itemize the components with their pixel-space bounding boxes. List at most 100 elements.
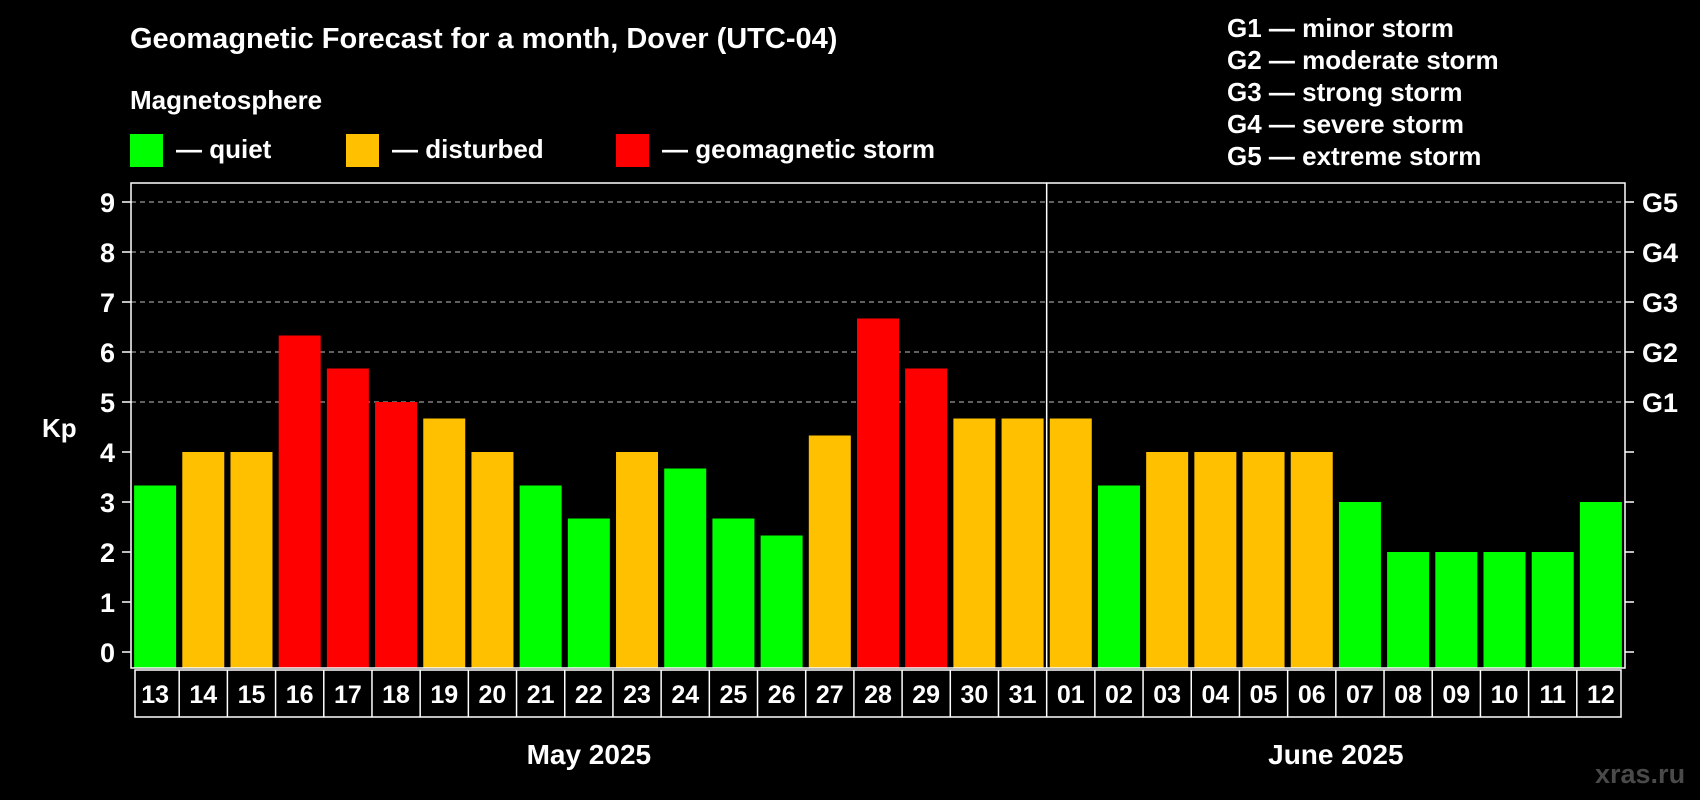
bar-03 <box>1146 452 1189 668</box>
watermark: xras.ru <box>1595 759 1685 789</box>
chart-title: Geomagnetic Forecast for a month, Dover … <box>130 23 837 55</box>
x-tick-label-25: 25 <box>720 681 748 709</box>
bar-01 <box>1049 418 1092 668</box>
x-tick-label-31: 31 <box>1009 681 1037 709</box>
x-tick-label-17: 17 <box>334 681 362 709</box>
y-tick-label-4: 4 <box>100 438 115 468</box>
legend-label-disturbed: — disturbed <box>392 134 544 164</box>
bar-11 <box>1531 552 1574 668</box>
bar-06 <box>1290 452 1333 668</box>
bar-18 <box>375 402 418 668</box>
bar-19 <box>423 418 466 668</box>
x-tick-label-28: 28 <box>864 681 892 709</box>
x-tick-label-09: 09 <box>1442 681 1470 709</box>
bar-23 <box>616 452 659 668</box>
x-tick-label-23: 23 <box>623 681 651 709</box>
x-tick-label-21: 21 <box>527 681 555 709</box>
month-label-june: June 2025 <box>1268 739 1403 770</box>
g-scale-axis: G1 G2 G3 G4 G5 <box>1642 188 1678 418</box>
y-tick-label-8: 8 <box>100 238 115 268</box>
g-axis-label-g1: G1 <box>1642 388 1678 418</box>
x-tick-label-02: 02 <box>1105 681 1133 709</box>
x-tick-label-24: 24 <box>671 681 699 709</box>
bar-08 <box>1387 552 1430 668</box>
g-legend-g3: G3 — strong storm <box>1227 77 1462 107</box>
x-tick-label-10: 10 <box>1491 681 1519 709</box>
x-tick-label-01: 01 <box>1057 681 1085 709</box>
y-tick-label-6: 6 <box>100 338 115 368</box>
bar-21 <box>519 485 562 668</box>
bar-10 <box>1483 552 1526 668</box>
y-tick-label-9: 9 <box>100 188 115 218</box>
x-tick-label-12: 12 <box>1587 681 1615 709</box>
g-axis-label-g3: G3 <box>1642 288 1678 318</box>
y-axis-ticks: 0 1 2 3 4 5 6 7 8 9 <box>100 188 1634 668</box>
bar-02 <box>1097 485 1140 668</box>
plot-frame <box>130 182 1626 669</box>
bar-07 <box>1338 502 1381 668</box>
bar-30 <box>953 418 996 668</box>
bar-31 <box>1001 418 1044 668</box>
x-tick-label-22: 22 <box>575 681 603 709</box>
legend-swatch-disturbed <box>346 134 379 167</box>
g-axis-label-g4: G4 <box>1642 238 1678 268</box>
x-tick-label-06: 06 <box>1298 681 1326 709</box>
x-tick-label-03: 03 <box>1153 681 1181 709</box>
x-tick-label-11: 11 <box>1539 681 1566 709</box>
g-legend-g5: G5 — extreme storm <box>1227 141 1481 171</box>
x-tick-label-13: 13 <box>141 681 169 709</box>
bar-20 <box>471 452 514 668</box>
bar-04 <box>1194 452 1237 668</box>
y-axis-label: Kp <box>42 413 77 443</box>
x-tick-label-26: 26 <box>768 681 796 709</box>
x-axis-date-labels: 13 14 15 16 17 18 19 20 21 22 23 24 25 26 27 28 29 30 31 01… <box>134 669 1622 718</box>
g-legend-g1: G1 — minor storm <box>1227 13 1454 43</box>
x-tick-label-30: 30 <box>960 681 988 709</box>
bar-29 <box>905 368 948 668</box>
bar-27 <box>808 435 851 668</box>
x-tick-label-08: 08 <box>1394 681 1422 709</box>
legend-title: Magnetosphere <box>130 85 322 115</box>
x-tick-label-14: 14 <box>189 681 217 709</box>
x-tick-label-27: 27 <box>816 681 844 709</box>
bars <box>134 318 1622 668</box>
bar-05 <box>1242 452 1285 668</box>
y-tick-label-3: 3 <box>100 488 115 518</box>
legend-swatch-storm <box>616 134 649 167</box>
bar-15 <box>230 452 273 668</box>
x-tick-label-07: 07 <box>1346 681 1374 709</box>
bar-12 <box>1579 502 1622 668</box>
month-label-may: May 2025 <box>527 739 652 770</box>
x-tick-label-29: 29 <box>912 681 940 709</box>
g-legend-g4: G4 — severe storm <box>1227 109 1464 139</box>
y-tick-label-0: 0 <box>100 638 115 668</box>
bar-14 <box>182 452 225 668</box>
x-tick-label-15: 15 <box>238 681 266 709</box>
x-tick-label-20: 20 <box>479 681 507 709</box>
y-tick-label-7: 7 <box>100 288 115 318</box>
x-tick-label-18: 18 <box>382 681 410 709</box>
x-tick-label-16: 16 <box>286 681 314 709</box>
bar-25 <box>712 518 755 668</box>
bar-22 <box>567 518 610 668</box>
bar-16 <box>278 335 321 668</box>
y-tick-label-1: 1 <box>100 588 115 618</box>
bar-26 <box>760 535 803 668</box>
y-tick-label-2: 2 <box>100 538 115 568</box>
bar-09 <box>1435 552 1478 668</box>
g-legend-g2: G2 — moderate storm <box>1227 45 1499 75</box>
date-strip-border <box>134 669 1622 718</box>
y-tick-label-5: 5 <box>100 388 115 418</box>
plot-border <box>130 182 1626 669</box>
x-tick-label-05: 05 <box>1250 681 1278 709</box>
legend-label-storm: — geomagnetic storm <box>662 134 935 164</box>
legend-swatch-quiet <box>130 134 163 167</box>
g-axis-label-g2: G2 <box>1642 338 1678 368</box>
legend-label-quiet: — quiet <box>176 134 272 164</box>
x-tick-label-04: 04 <box>1201 681 1229 709</box>
g-axis-label-g5: G5 <box>1642 188 1678 218</box>
bar-24 <box>664 468 707 668</box>
bar-13 <box>134 485 177 668</box>
bar-28 <box>857 318 899 668</box>
